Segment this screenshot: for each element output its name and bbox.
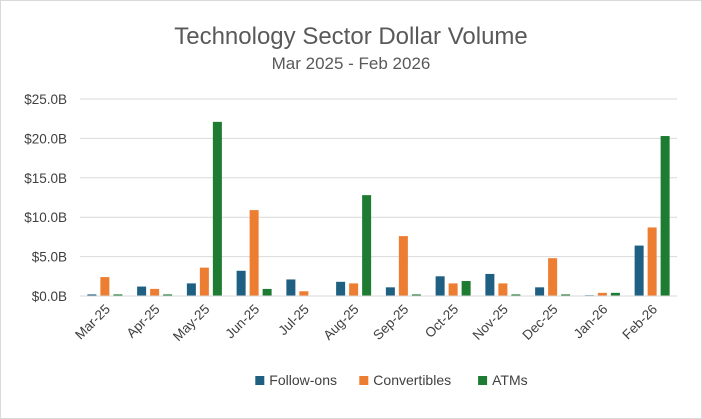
bar-follow-ons-nov-25 [485, 273, 495, 296]
x-tick-label: Jan-26 [571, 302, 611, 342]
bar-convertibles-nov-25 [498, 283, 508, 296]
legend-swatch-convertibles [359, 376, 369, 385]
y-tick-label: $20.0B [24, 131, 67, 146]
y-tick-label: $0.0B [32, 289, 67, 304]
x-axis-ticks: Mar-25 Apr-25 May-25 Jun-25 Jul-25 Aug-25 Sep-… [72, 302, 660, 344]
bar-convertibles-mar-25 [100, 277, 110, 296]
bar-atms-aug-25 [362, 195, 372, 296]
y-tick-label: $10.0B [24, 210, 67, 225]
bar-follow-ons-apr-25 [137, 286, 147, 296]
bar-convertibles-jan-26 [597, 292, 607, 296]
legend-swatch-follow-ons [255, 376, 265, 385]
gridlines [80, 98, 677, 258]
x-tick-label: Oct-25 [422, 302, 461, 341]
y-tick-label: $25.0B [24, 92, 67, 107]
bar-atms-apr-25 [163, 294, 173, 296]
x-tick-label: Jun-25 [222, 302, 262, 342]
bar-convertibles-jun-25 [249, 210, 259, 296]
bar-follow-ons-oct-25 [435, 276, 445, 296]
bar-convertibles-oct-25 [448, 283, 458, 296]
bar-convertibles-aug-25 [349, 283, 359, 296]
x-tick-label: Mar-25 [72, 302, 113, 343]
legend-label-convertibles: Convertibles [373, 372, 451, 388]
bar-atms-jan-26 [610, 292, 620, 296]
x-tick-label: Feb-26 [619, 302, 660, 343]
bar-atms-jun-25 [262, 288, 272, 296]
x-tick-label: Sep-25 [370, 302, 411, 343]
bar-follow-ons-aug-25 [336, 281, 346, 296]
bar-atms-feb-26 [660, 136, 670, 296]
x-tick-label: Dec-25 [519, 302, 560, 343]
legend: Follow-ons Convertibles ATMs [255, 372, 528, 388]
bar-follow-ons-jul-25 [286, 279, 296, 296]
bar-atms-dec-25 [561, 294, 571, 296]
bar-convertibles-may-25 [199, 267, 209, 296]
y-tick-label: $15.0B [24, 171, 67, 186]
bars [87, 121, 670, 297]
bar-convertibles-sep-25 [398, 236, 408, 296]
bar-atms-may-25 [212, 121, 222, 297]
y-axis-ticks: $0.0B $5.0B $10.0B $15.0B $20.0B $25.0B [24, 92, 67, 304]
bar-atms-sep-25 [411, 294, 421, 296]
y-tick-label: $5.0B [32, 250, 67, 265]
chart-subtitle: Mar 2025 - Feb 2026 [272, 54, 431, 73]
bar-convertibles-dec-25 [548, 258, 558, 296]
x-tick-label: Nov-25 [470, 302, 511, 343]
bar-follow-ons-jun-25 [236, 270, 246, 296]
bar-atms-mar-25 [113, 294, 123, 296]
bar-follow-ons-sep-25 [385, 287, 395, 296]
bar-atms-oct-25 [461, 281, 471, 296]
bar-follow-ons-may-25 [186, 283, 196, 296]
legend-label-atms: ATMs [492, 372, 528, 388]
bar-follow-ons-dec-25 [535, 287, 545, 296]
x-tick-label: Jul-25 [275, 302, 312, 339]
bar-follow-ons-feb-26 [634, 245, 644, 296]
legend-label-follow-ons: Follow-ons [269, 372, 337, 388]
chart-title: Technology Sector Dollar Volume [174, 23, 528, 50]
legend-swatch-atms [478, 376, 488, 385]
x-tick-label: Apr-25 [123, 302, 162, 341]
x-tick-label: May-25 [170, 302, 212, 344]
x-tick-label: Aug-25 [320, 302, 361, 343]
bar-follow-ons-mar-25 [87, 294, 97, 296]
bar-convertibles-apr-25 [150, 288, 160, 296]
bar-convertibles-feb-26 [647, 227, 657, 296]
bar-convertibles-jul-25 [299, 291, 309, 296]
bar-atms-nov-25 [511, 294, 521, 296]
